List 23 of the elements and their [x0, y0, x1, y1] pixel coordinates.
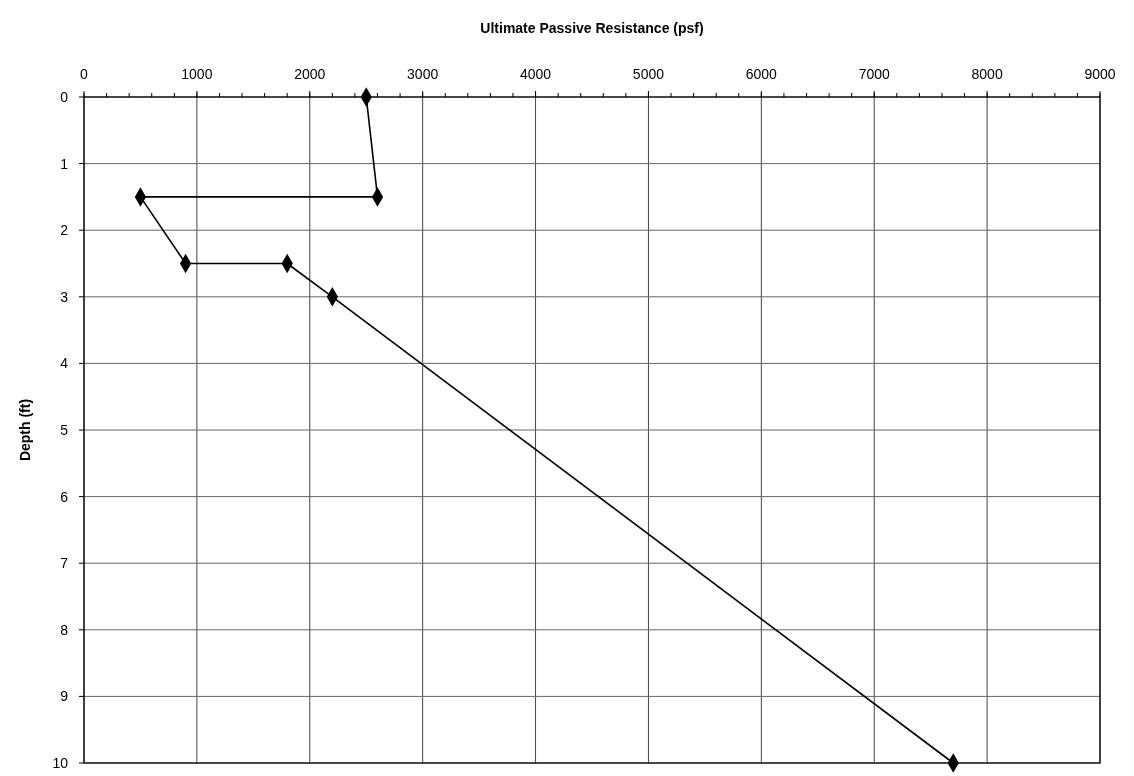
x-tick-label: 6000: [745, 66, 778, 82]
x-tick-label: 4000: [519, 66, 552, 82]
y-tick-label: 3: [60, 288, 69, 305]
y-tick-label: 4: [60, 355, 69, 372]
y-tick-label: 7: [60, 555, 69, 572]
y-tick-label: 6: [60, 488, 69, 505]
y-tick-label: 9: [60, 688, 69, 705]
x-axis-title: Ultimate Passive Resistance (psf): [480, 20, 704, 36]
y-tick-label: 5: [60, 421, 69, 438]
y-axis-title: Depth (ft): [17, 398, 33, 462]
x-tick-label: 0: [80, 66, 89, 82]
y-tick-label: 8: [60, 621, 69, 638]
x-tick-label: 8000: [971, 66, 1003, 82]
x-tick-label: 1000: [181, 66, 213, 82]
x-tick-label: 9000: [1084, 66, 1116, 82]
x-tick-label: 7000: [858, 66, 890, 82]
y-tick-label: 2: [60, 222, 69, 239]
y-tick-label: 1: [60, 155, 69, 172]
y-tick-label: 10: [52, 754, 69, 771]
x-tick-label: 5000: [632, 66, 665, 82]
x-tick-label: 2000: [294, 66, 326, 82]
x-tick-label: 3000: [407, 66, 439, 82]
y-tick-label: 0: [60, 88, 69, 105]
